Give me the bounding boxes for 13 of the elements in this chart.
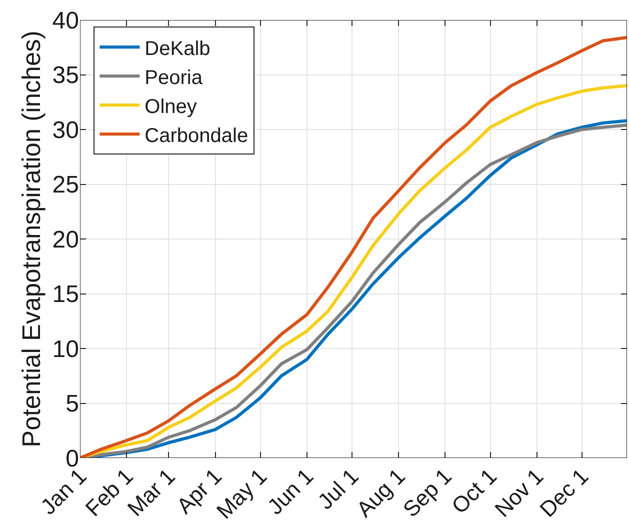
- y-tick-label: 40: [52, 7, 79, 34]
- y-tick-label: 20: [52, 226, 79, 254]
- legend-label: Carbondale: [144, 124, 248, 147]
- legend-label: DeKalb: [144, 38, 210, 60]
- y-tick-label: 30: [52, 116, 79, 144]
- y-tick-label: 10: [52, 336, 79, 363]
- legend-label: Peoria: [144, 66, 204, 89]
- y-tick-label: 25: [52, 172, 79, 199]
- y-tick-label: 5: [66, 390, 79, 418]
- legend-label: Olney: [144, 96, 197, 118]
- y-tick-label: 15: [52, 281, 79, 308]
- y-axis-title: Potential Evapotranspiration (inches): [18, 30, 46, 448]
- y-tick-label: 35: [52, 62, 79, 90]
